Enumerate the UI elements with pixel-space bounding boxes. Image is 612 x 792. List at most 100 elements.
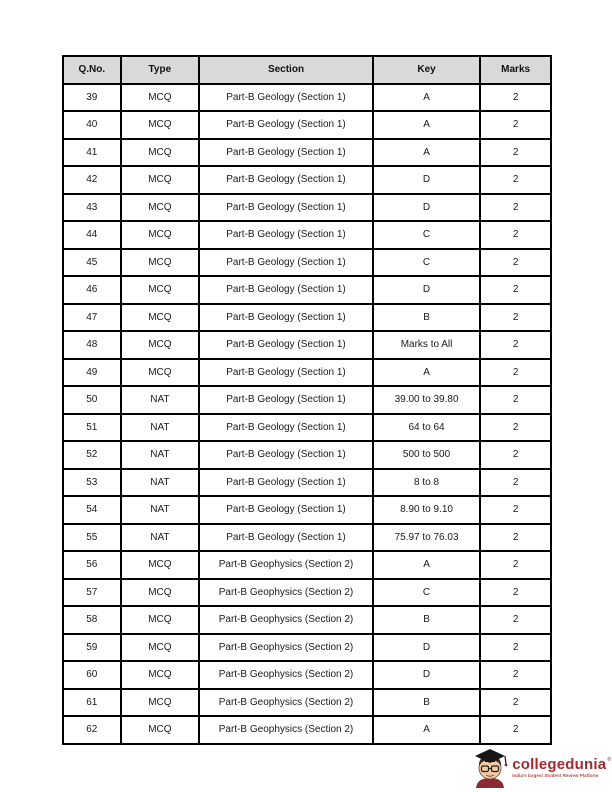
qno-cell: 53 bbox=[62, 467, 122, 497]
qno-cell: 51 bbox=[62, 412, 122, 442]
key-cell: D bbox=[371, 632, 482, 662]
qno-cell: 49 bbox=[62, 357, 122, 387]
section-cell: Part-B Geology (Section 1) bbox=[198, 247, 374, 277]
key-cell: D bbox=[371, 165, 482, 195]
type-cell: NAT bbox=[119, 495, 201, 525]
section-cell: Part-B Geophysics (Section 2) bbox=[198, 605, 374, 635]
table-row: 52 NAT Part-B Geology (Section 1) 500 to 50… bbox=[62, 440, 552, 470]
type-cell: MCQ bbox=[119, 192, 201, 222]
marks-cell: 2 bbox=[479, 522, 552, 552]
type-cell: MCQ bbox=[119, 220, 201, 250]
section-cell: Part-B Geology (Section 1) bbox=[198, 495, 374, 525]
table-row: 39 MCQ Part-B Geology (Section 1) A 2 bbox=[62, 82, 552, 112]
qno-cell: 43 bbox=[62, 192, 122, 222]
qno-cell: 58 bbox=[62, 605, 122, 635]
type-cell: NAT bbox=[119, 440, 201, 470]
type-cell: MCQ bbox=[119, 137, 201, 167]
type-cell: NAT bbox=[119, 467, 201, 497]
type-cell: MCQ bbox=[119, 165, 201, 195]
marks-cell: 2 bbox=[479, 330, 552, 360]
section-cell: Part-B Geology (Section 1) bbox=[198, 302, 374, 332]
qno-cell: 52 bbox=[62, 440, 122, 470]
section-cell: Part-B Geophysics (Section 2) bbox=[198, 687, 374, 717]
qno-cell: 56 bbox=[62, 550, 122, 580]
section-cell: Part-B Geology (Section 1) bbox=[198, 275, 374, 305]
qno-cell: 41 bbox=[62, 137, 122, 167]
table-row: 55 NAT Part-B Geology (Section 1) 75.97 to … bbox=[62, 522, 552, 552]
qno-cell: 44 bbox=[62, 220, 122, 250]
type-cell: NAT bbox=[119, 522, 201, 552]
column-header-marks: Marks bbox=[479, 55, 552, 85]
table-row: 47 MCQ Part-B Geology (Section 1) B 2 bbox=[62, 302, 552, 332]
qno-cell: 47 bbox=[62, 302, 122, 332]
key-cell: B bbox=[371, 687, 482, 717]
marks-cell: 2 bbox=[479, 165, 552, 195]
marks-cell: 2 bbox=[479, 137, 552, 167]
key-cell: 39.00 to 39.80 bbox=[371, 385, 482, 415]
type-cell: MCQ bbox=[119, 687, 201, 717]
key-cell: A bbox=[371, 137, 482, 167]
type-cell: NAT bbox=[119, 412, 201, 442]
qno-cell: 54 bbox=[62, 495, 122, 525]
table-row: 61 MCQ Part-B Geophysics (Section 2) B 2 bbox=[62, 687, 552, 717]
key-cell: D bbox=[371, 192, 482, 222]
type-cell: MCQ bbox=[119, 110, 201, 140]
qno-cell: 60 bbox=[62, 660, 122, 690]
key-cell: B bbox=[371, 605, 482, 635]
marks-cell: 2 bbox=[479, 82, 552, 112]
logo-wordmark: collegedunia bbox=[512, 756, 607, 774]
column-header-qno: Q.No. bbox=[62, 55, 122, 85]
marks-cell: 2 bbox=[479, 412, 552, 442]
type-cell: MCQ bbox=[119, 605, 201, 635]
section-cell: Part-B Geology (Section 1) bbox=[198, 110, 374, 140]
marks-cell: 2 bbox=[479, 687, 552, 717]
marks-cell: 2 bbox=[479, 192, 552, 222]
marks-cell: 2 bbox=[479, 550, 552, 580]
marks-cell: 2 bbox=[479, 110, 552, 140]
key-cell: D bbox=[371, 660, 482, 690]
table-row: 46 MCQ Part-B Geology (Section 1) D 2 bbox=[62, 275, 552, 305]
key-cell: C bbox=[371, 220, 482, 250]
marks-cell: 2 bbox=[479, 467, 552, 497]
column-header-key: Key bbox=[371, 55, 482, 85]
table-body: 39 MCQ Part-B Geology (Section 1) A 2 40 MCQ Pa… bbox=[62, 82, 552, 745]
registered-mark: ® bbox=[607, 757, 611, 764]
section-cell: Part-B Geophysics (Section 2) bbox=[198, 660, 374, 690]
header-row: Q.No. Type Section Key Marks bbox=[62, 55, 552, 85]
type-cell: MCQ bbox=[119, 330, 201, 360]
qno-cell: 48 bbox=[62, 330, 122, 360]
key-cell: A bbox=[371, 82, 482, 112]
key-cell: A bbox=[371, 715, 482, 745]
key-cell: 64 to 64 bbox=[371, 412, 482, 442]
type-cell: MCQ bbox=[119, 302, 201, 332]
table-row: 49 MCQ Part-B Geology (Section 1) A 2 bbox=[62, 357, 552, 387]
key-cell: 8 to 8 bbox=[371, 467, 482, 497]
key-cell: B bbox=[371, 302, 482, 332]
answer-key-table: Q.No. Type Section Key Marks 39 MCQ Part-B… bbox=[62, 55, 552, 745]
section-cell: Part-B Geophysics (Section 2) bbox=[198, 577, 374, 607]
table-row: 40 MCQ Part-B Geology (Section 1) A 2 bbox=[62, 110, 552, 140]
key-cell: A bbox=[371, 110, 482, 140]
table-row: 45 MCQ Part-B Geology (Section 1) C 2 bbox=[62, 247, 552, 277]
section-cell: Part-B Geology (Section 1) bbox=[198, 137, 374, 167]
table-row: 43 MCQ Part-B Geology (Section 1) D 2 bbox=[62, 192, 552, 222]
key-cell: D bbox=[371, 275, 482, 305]
marks-cell: 2 bbox=[479, 275, 552, 305]
table-row: 41 MCQ Part-B Geology (Section 1) A 2 bbox=[62, 137, 552, 167]
section-cell: Part-B Geology (Section 1) bbox=[198, 357, 374, 387]
table-row: 48 MCQ Part-B Geology (Section 1) Marks to … bbox=[62, 330, 552, 360]
section-cell: Part-B Geology (Section 1) bbox=[198, 522, 374, 552]
qno-cell: 55 bbox=[62, 522, 122, 552]
table-row: 58 MCQ Part-B Geophysics (Section 2) B 2 bbox=[62, 605, 552, 635]
qno-cell: 39 bbox=[62, 82, 122, 112]
marks-cell: 2 bbox=[479, 357, 552, 387]
qno-cell: 45 bbox=[62, 247, 122, 277]
key-cell: A bbox=[371, 357, 482, 387]
type-cell: MCQ bbox=[119, 577, 201, 607]
section-cell: Part-B Geology (Section 1) bbox=[198, 412, 374, 442]
marks-cell: 2 bbox=[479, 495, 552, 525]
marks-cell: 2 bbox=[479, 632, 552, 662]
section-cell: Part-B Geology (Section 1) bbox=[198, 192, 374, 222]
logo-text-block: collegedunia ® India's largest Student R… bbox=[512, 757, 611, 778]
table-row: 44 MCQ Part-B Geology (Section 1) C 2 bbox=[62, 220, 552, 250]
